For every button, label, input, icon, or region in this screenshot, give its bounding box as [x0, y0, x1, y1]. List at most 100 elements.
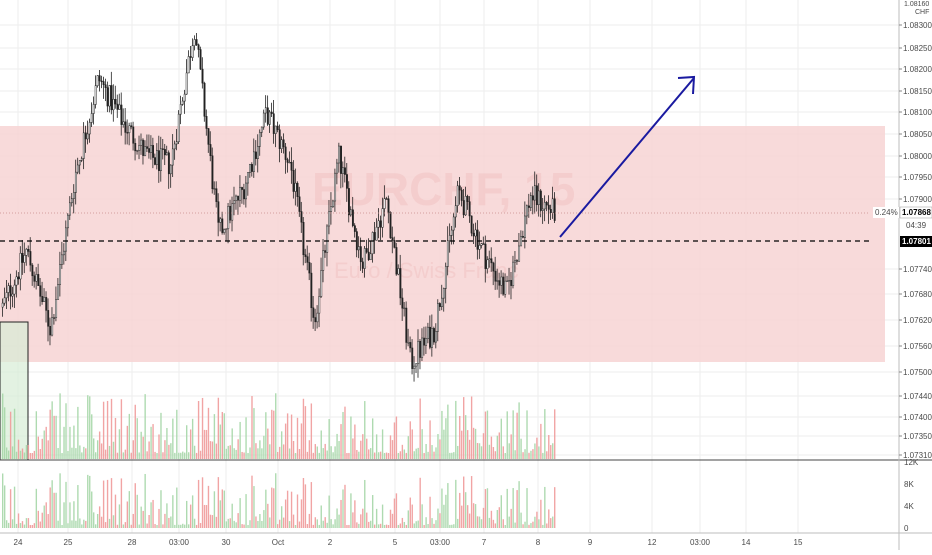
- candle-body: [306, 256, 309, 263]
- volume-bar: [360, 440, 362, 459]
- volume-bar: [550, 445, 552, 459]
- volume-bar: [490, 436, 493, 459]
- volume-bar-lower: [134, 483, 136, 528]
- volume-axis[interactable]: 12K 8K 4K 0: [904, 458, 919, 533]
- candle-body: [25, 249, 28, 256]
- volume-bar-lower: [189, 504, 192, 528]
- volume-bar-lower: [389, 509, 392, 528]
- volume-bar-lower: [423, 524, 425, 528]
- volume-bar-lower: [267, 503, 269, 528]
- volume-bar-lower: [225, 521, 227, 528]
- volume-bar-lower: [187, 524, 190, 528]
- candle-body: [268, 111, 271, 125]
- candle-body: [494, 270, 497, 282]
- candle-body: [205, 116, 208, 129]
- volume-bar-lower: [182, 523, 184, 528]
- volume-bar: [267, 428, 269, 459]
- volume-bar-lower: [100, 516, 103, 528]
- candle-body: [167, 152, 170, 175]
- volume-bar-lower: [239, 498, 241, 528]
- candle-body: [547, 204, 550, 210]
- volume-bar-lower: [130, 524, 132, 528]
- candle-body: [223, 229, 226, 233]
- candle-body: [413, 365, 416, 369]
- trend-arrow[interactable]: [559, 75, 696, 238]
- volume-bar-lower: [338, 514, 340, 528]
- volume-bar-lower: [166, 503, 168, 528]
- candle-body: [375, 226, 378, 241]
- volume-bar: [37, 436, 39, 459]
- volume-bar-lower: [421, 504, 423, 528]
- volume-bar-lower: [217, 477, 220, 528]
- volume-bar: [247, 452, 249, 459]
- volume-bar: [11, 446, 14, 459]
- candle-body: [15, 276, 18, 286]
- candle-body: [255, 151, 257, 159]
- volume-bar: [346, 452, 348, 459]
- candle-body: [363, 248, 366, 269]
- candle-body: [535, 185, 538, 206]
- candle-body: [3, 297, 6, 304]
- volume-bar: [5, 447, 8, 459]
- volume-bar: [134, 404, 136, 459]
- volume-bar-lower: [233, 520, 235, 528]
- volume-bar-lower: [195, 524, 198, 528]
- volume-bar: [241, 451, 243, 459]
- volume-bar: [298, 449, 301, 459]
- candle-body: [541, 208, 544, 211]
- volume-bar: [43, 430, 45, 459]
- time-axis[interactable]: 24 25 28 03:00 30 Oct 2 5 03:00 7 8 9 12 03:00 14 15: [14, 538, 803, 547]
- price-axis[interactable]: 1.08300 1.08250 1.08200 1.08150 1.08100 1.080…: [899, 21, 932, 460]
- volume-bar-lower: [302, 478, 305, 528]
- volume-bar-lower: [415, 521, 417, 528]
- candle-body: [171, 148, 174, 166]
- volume-bar: [203, 429, 206, 459]
- volume-bar-lower: [528, 524, 530, 528]
- volume-bar-lower: [514, 522, 516, 528]
- volume-bar-lower: [411, 504, 413, 528]
- volume-bar: [437, 434, 439, 459]
- candle-body: [298, 196, 301, 212]
- volume-bar-lower: [292, 514, 295, 528]
- candle-body: [55, 299, 58, 318]
- volume-bar-lower: [118, 504, 121, 528]
- volume-bar-lower: [366, 512, 368, 528]
- volume-bar: [191, 418, 194, 459]
- candle-body: [7, 285, 10, 293]
- price-zone[interactable]: [0, 126, 885, 362]
- time-tick-label: 12: [648, 538, 657, 547]
- volume-bar: [389, 435, 392, 459]
- volume-bar-lower: [120, 478, 123, 528]
- candle-body: [39, 285, 42, 297]
- candle-body: [466, 196, 469, 202]
- candle-body: [27, 249, 30, 252]
- candle-body: [1, 302, 4, 308]
- volume-bar-lower: [98, 506, 101, 528]
- volume-bar-lower: [96, 513, 99, 528]
- candle-body: [448, 235, 451, 242]
- candle-body: [539, 190, 542, 211]
- volume-bar: [536, 437, 538, 459]
- candle-body: [19, 252, 22, 280]
- volume-bar-lower: [441, 488, 443, 528]
- candle-body: [92, 104, 95, 114]
- volume-bar-lower: [59, 473, 61, 528]
- volume-bar-lower: [31, 524, 34, 528]
- volume-bar-lower: [124, 522, 127, 528]
- candle-body: [419, 340, 422, 358]
- candle-body: [308, 262, 311, 274]
- candle-body: [393, 240, 396, 248]
- candle-body: [530, 195, 532, 208]
- volume-bar-lower: [322, 520, 324, 528]
- volume-bar: [457, 445, 459, 459]
- volume-bar: [338, 441, 340, 459]
- current-change-text: 0.24%: [875, 208, 898, 217]
- volume-bar: [502, 446, 504, 459]
- volume-bar-lower: [524, 521, 526, 528]
- volume-bar: [532, 449, 534, 459]
- volume-tick-label: 4K: [904, 502, 914, 511]
- volume-bar: [451, 452, 453, 459]
- volume-bar-lower: [373, 524, 376, 528]
